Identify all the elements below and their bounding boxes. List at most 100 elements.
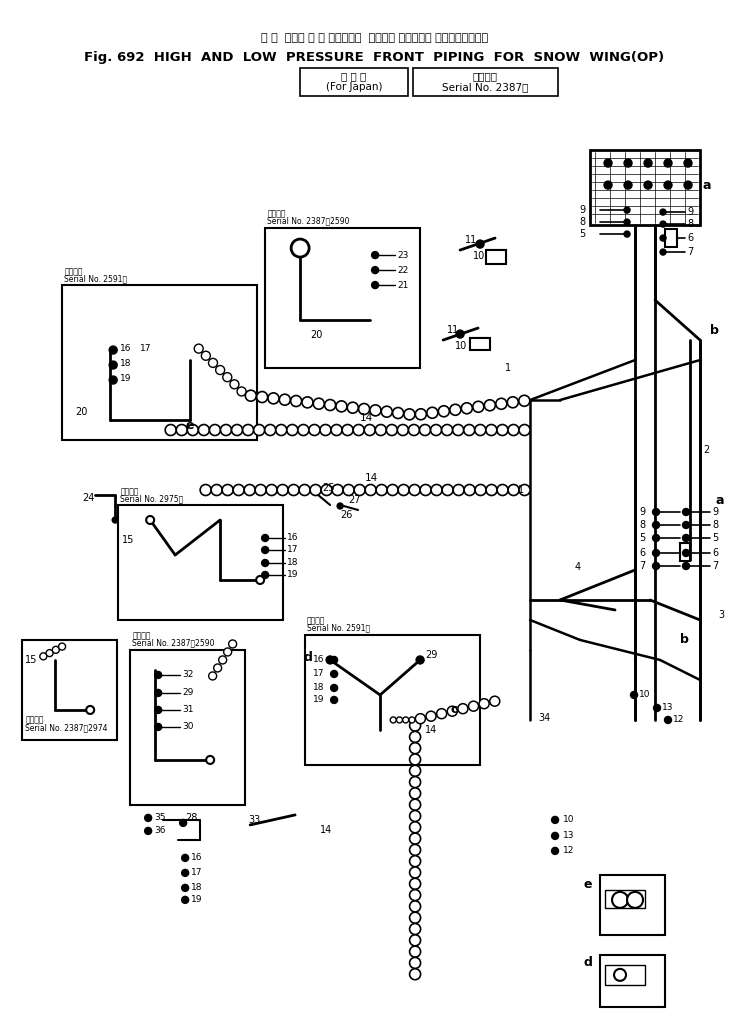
Circle shape xyxy=(228,640,237,648)
Circle shape xyxy=(372,251,378,259)
Circle shape xyxy=(419,425,431,436)
Circle shape xyxy=(497,425,508,436)
Circle shape xyxy=(654,705,661,712)
Circle shape xyxy=(332,485,343,496)
Circle shape xyxy=(410,810,421,821)
Circle shape xyxy=(644,182,652,189)
Circle shape xyxy=(464,485,475,496)
Circle shape xyxy=(396,717,402,723)
Bar xyxy=(470,338,488,348)
Text: 29: 29 xyxy=(425,650,437,660)
Circle shape xyxy=(201,351,210,360)
Circle shape xyxy=(682,563,690,570)
Circle shape xyxy=(644,159,652,167)
Circle shape xyxy=(447,706,458,716)
Circle shape xyxy=(684,159,692,167)
Circle shape xyxy=(390,717,396,723)
Circle shape xyxy=(211,485,222,496)
Circle shape xyxy=(386,425,397,436)
Circle shape xyxy=(330,684,338,692)
Circle shape xyxy=(410,957,421,968)
Text: 6: 6 xyxy=(639,548,645,558)
Circle shape xyxy=(336,401,347,412)
Circle shape xyxy=(291,395,302,407)
Text: 6: 6 xyxy=(712,548,718,558)
Circle shape xyxy=(354,425,364,436)
Circle shape xyxy=(266,485,277,496)
Circle shape xyxy=(277,485,288,496)
Circle shape xyxy=(508,425,519,436)
Circle shape xyxy=(426,711,436,721)
Circle shape xyxy=(182,884,189,891)
Circle shape xyxy=(370,405,381,416)
Circle shape xyxy=(256,576,264,584)
Circle shape xyxy=(166,425,176,436)
Bar xyxy=(590,150,700,225)
Circle shape xyxy=(58,643,66,650)
Circle shape xyxy=(40,653,47,660)
Circle shape xyxy=(410,788,421,799)
Circle shape xyxy=(313,399,324,410)
Circle shape xyxy=(222,485,233,496)
Circle shape xyxy=(404,409,415,420)
Circle shape xyxy=(182,896,189,903)
Text: 26: 26 xyxy=(340,510,353,520)
Circle shape xyxy=(219,656,227,664)
Circle shape xyxy=(392,408,404,419)
Circle shape xyxy=(660,249,666,256)
Circle shape xyxy=(431,485,442,496)
Text: d: d xyxy=(303,651,312,664)
Text: 18: 18 xyxy=(120,359,132,367)
Bar xyxy=(605,965,645,985)
Circle shape xyxy=(182,869,189,876)
Circle shape xyxy=(208,358,217,367)
Circle shape xyxy=(46,650,53,657)
Circle shape xyxy=(682,550,690,557)
Circle shape xyxy=(612,892,628,908)
Text: 7: 7 xyxy=(687,247,694,258)
Circle shape xyxy=(485,400,495,411)
Text: 36: 36 xyxy=(154,826,166,836)
Text: Serial No. 2387～: Serial No. 2387～ xyxy=(442,82,528,92)
Circle shape xyxy=(410,900,421,912)
Circle shape xyxy=(427,408,438,418)
Circle shape xyxy=(416,656,424,664)
Circle shape xyxy=(624,231,630,237)
Text: 12: 12 xyxy=(563,847,574,856)
Circle shape xyxy=(343,485,354,496)
Circle shape xyxy=(410,742,421,753)
Circle shape xyxy=(309,425,320,436)
Circle shape xyxy=(475,485,486,496)
Circle shape xyxy=(507,396,518,408)
Text: 7: 7 xyxy=(639,561,645,571)
Circle shape xyxy=(194,344,203,353)
Circle shape xyxy=(660,209,666,215)
Circle shape xyxy=(410,889,421,900)
Bar xyxy=(265,228,420,368)
Circle shape xyxy=(209,672,216,680)
Text: b: b xyxy=(680,634,689,647)
Text: 16: 16 xyxy=(287,533,299,542)
Circle shape xyxy=(222,373,231,381)
Circle shape xyxy=(476,240,484,248)
Text: 21: 21 xyxy=(397,281,408,290)
Circle shape xyxy=(109,346,117,354)
Text: 18: 18 xyxy=(312,683,324,693)
Text: 9: 9 xyxy=(712,507,718,517)
Circle shape xyxy=(109,361,117,369)
Circle shape xyxy=(200,485,211,496)
Circle shape xyxy=(310,485,321,496)
Circle shape xyxy=(243,425,254,436)
Text: 10: 10 xyxy=(563,815,574,824)
Text: 14: 14 xyxy=(360,413,373,423)
Circle shape xyxy=(261,534,269,541)
Bar xyxy=(486,250,506,264)
Circle shape xyxy=(410,720,421,731)
Circle shape xyxy=(452,425,464,436)
Circle shape xyxy=(519,395,530,407)
Text: 30: 30 xyxy=(182,722,194,731)
Circle shape xyxy=(112,517,118,523)
Circle shape xyxy=(224,648,231,656)
Circle shape xyxy=(372,282,378,289)
Circle shape xyxy=(330,697,338,704)
